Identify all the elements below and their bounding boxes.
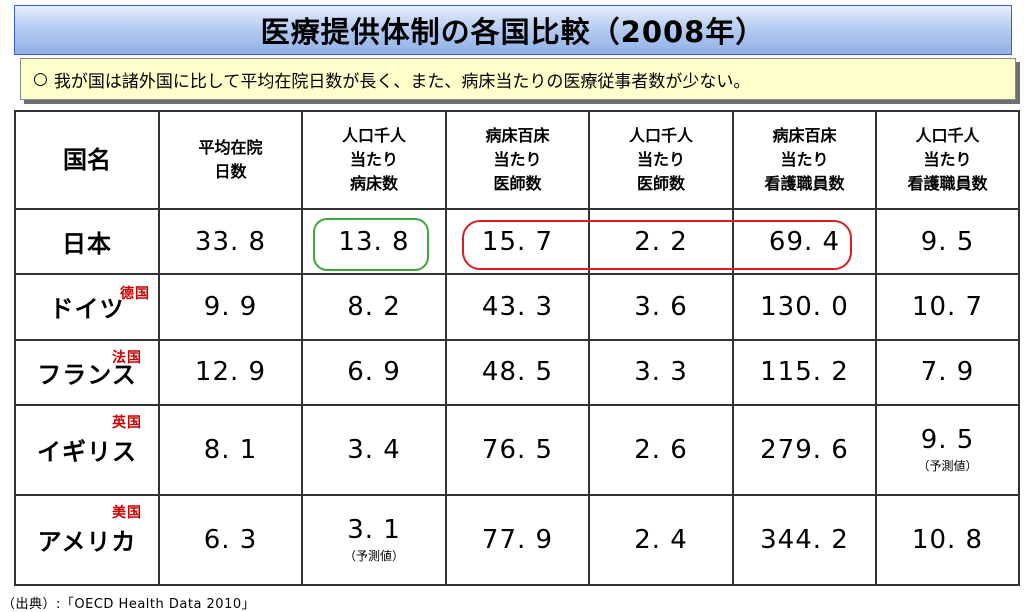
value-cell: 9. 5 [875,207,1020,276]
page-title: 医療提供体制の各国比較（2008年） [260,15,766,49]
cell-value: 48. 5 [481,357,554,388]
cell-value: 3. 4 [347,434,401,465]
country-abbreviation: 法国 [112,349,142,366]
cell-value: 130. 0 [760,291,849,322]
country-abbreviation: 美国 [112,504,142,521]
cell-value: 77. 9 [481,524,554,555]
cell-value: 9. 5 [920,425,975,456]
value-cell: 8. 1 [158,403,303,496]
header-cell: 国名 [14,110,160,210]
cell-value: 76. 5 [481,434,554,465]
value-cell: 2. 6 [588,403,734,496]
country-cell: イギリス 英国 [14,403,160,496]
table-row: アメリカ 美国 6. 3 3. 1 （予測値） 77. 9 2. 4 344. 2 10. 8 [14,493,1020,587]
table-row: 日本 33. 8 13. 8 15. 7 2. 2 69. 4 9. 5 [14,207,1020,276]
table-row: フランス 法国 12. 9 6. 9 48. 5 3. 3 115. 2 7. 9 [14,338,1020,406]
bullet-icon: ○ [33,69,48,89]
cell-value: 10. 8 [911,524,984,555]
country-name: ドイツ [49,295,125,324]
value-cell: 9. 9 [158,273,303,341]
cell-value: 8. 2 [347,291,401,322]
value-cell: 12. 9 [158,338,303,406]
value-cell: 6. 9 [301,338,447,406]
value-cell: 10. 7 [875,273,1020,341]
table-row: イギリス 英国 8. 1 3. 4 76. 5 2. 6 279. 6 9. 5 （予測値） [14,403,1020,496]
source-citation: （出典）:「OECD Health Data 2010」 [2,597,256,612]
value-cell: 3. 1 （予測値） [301,493,447,587]
value-cell: 8. 2 [301,273,447,341]
cell-value: 15. 7 [481,226,554,257]
value-cell: 130. 0 [732,273,877,341]
value-cell: 3. 3 [588,338,734,406]
cell-value: 2. 2 [634,226,688,257]
cell-value: 12. 9 [194,357,267,388]
country-cell: ドイツ 德国 [14,273,160,341]
value-cell: 13. 8 [301,207,447,276]
value-cell: 2. 2 [588,207,734,276]
value-cell: 344. 2 [732,493,877,587]
header-cell: 人口千人 当たり 看護職員数 [875,110,1020,210]
value-cell: 3. 4 [301,403,447,496]
country-name: フランス [37,360,137,389]
country-name: イギリス [37,438,137,467]
cell-value: 3. 1 [347,515,401,546]
header-cell: 平均在院 日数 [158,110,303,210]
country-name: 日本 [62,230,112,259]
cell-value: 3. 3 [634,357,688,388]
cell-value: 3. 6 [634,291,688,322]
header-cell: 人口千人 当たり 医師数 [588,110,734,210]
estimate-note: （予測値） [917,459,978,474]
country-name: アメリカ [37,528,137,557]
value-cell: 69. 4 [732,207,877,276]
value-cell: 7. 9 [875,338,1020,406]
value-cell: 15. 7 [445,207,590,276]
cell-value: 115. 2 [760,357,849,388]
cell-value: 13. 8 [338,226,410,257]
cell-value: 43. 3 [481,291,554,322]
cell-value: 10. 7 [911,291,984,322]
header-cell: 病床百床 当たり 医師数 [445,110,590,210]
value-cell: 76. 5 [445,403,590,496]
cell-value: 344. 2 [760,524,849,555]
value-cell: 48. 5 [445,338,590,406]
country-cell: 日本 [14,207,160,276]
cell-value: 2. 6 [634,434,688,465]
value-cell: 6. 3 [158,493,303,587]
value-cell: 2. 4 [588,493,734,587]
cell-value: 9. 9 [203,291,258,322]
cell-value: 279. 6 [760,434,849,465]
header-cell: 病床百床 当たり 看護職員数 [732,110,877,210]
value-cell: 9. 5 （予測値） [875,403,1020,496]
value-cell: 279. 6 [732,403,877,496]
cell-value: 6. 9 [347,357,401,388]
cell-value: 33. 8 [194,226,267,257]
cell-value: 8. 1 [203,434,258,465]
cell-value: 6. 3 [203,524,258,555]
value-cell: 115. 2 [732,338,877,406]
header-cell: 人口千人 当たり 病床数 [301,110,447,210]
summary-note: ○ 我が国は諸外国に比して平均在院日数が長く、また、病床当たりの医療従事者数が少… [20,58,1016,100]
value-cell: 10. 8 [875,493,1020,587]
country-cell: アメリカ 美国 [14,493,160,587]
comparison-table: 国名 平均在院 日数 人口千人 当たり 病床数 病床百床 当たり 医師数 人口千人 当たり医… [14,110,1020,587]
table-row: ドイツ 德国 9. 9 8. 2 43. 3 3. 6 130. 0 10. 7 [14,273,1020,341]
title-bar: 医療提供体制の各国比較（2008年） [14,5,1012,55]
estimate-note: （予測値） [343,549,404,564]
summary-text: 我が国は諸外国に比して平均在院日数が長く、また、病床当たりの医療従事者数が少ない… [53,71,751,92]
cell-value: 9. 5 [920,226,975,257]
value-cell: 77. 9 [445,493,590,587]
header-row: 国名 平均在院 日数 人口千人 当たり 病床数 病床百床 当たり 医師数 人口千人 当たり医… [14,110,1020,210]
country-abbreviation: 英国 [112,414,142,431]
country-abbreviation: 德国 [120,286,150,303]
cell-value: 7. 9 [920,357,975,388]
value-cell: 43. 3 [445,273,590,341]
country-cell: フランス 法国 [14,338,160,406]
value-cell: 3. 6 [588,273,734,341]
cell-value: 69. 4 [768,226,841,257]
value-cell: 33. 8 [158,207,303,276]
cell-value: 2. 4 [634,524,688,555]
